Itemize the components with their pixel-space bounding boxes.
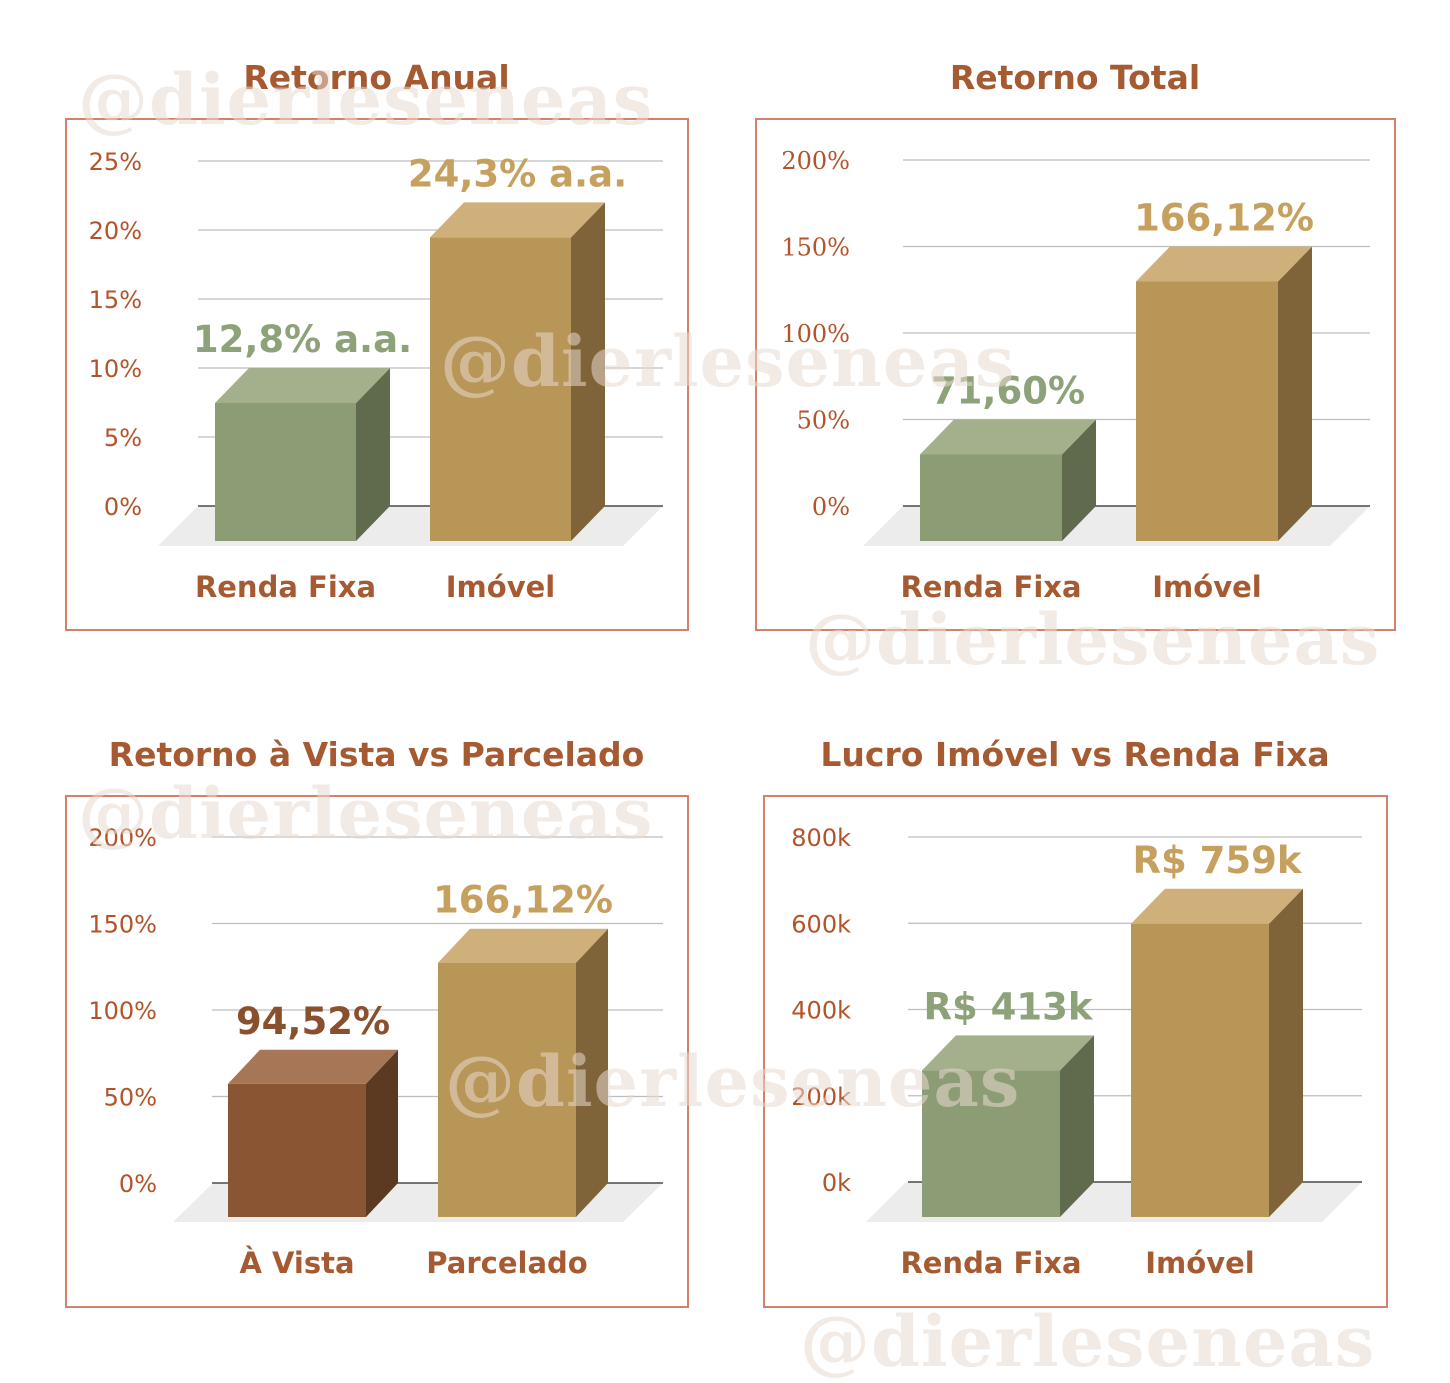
category-label: Imóvel xyxy=(1152,570,1261,604)
bar-top xyxy=(228,1049,398,1084)
category-label: Renda Fixa xyxy=(900,1246,1081,1280)
data-label: 94,52% xyxy=(236,1000,390,1043)
bar xyxy=(920,454,1062,541)
category-label: Renda Fixa xyxy=(195,570,376,604)
chart-title-retorno-total: Retorno Total xyxy=(949,58,1201,97)
y-tick-label: 200% xyxy=(781,147,850,175)
data-label: 166,12% xyxy=(433,879,613,922)
y-tick-label: 0% xyxy=(119,1170,157,1198)
y-tick-label: 10% xyxy=(89,355,142,383)
data-label: 166,12% xyxy=(1134,197,1314,240)
y-tick-label: 25% xyxy=(89,148,142,176)
bar-top xyxy=(215,368,390,403)
bar xyxy=(1136,281,1278,541)
bar-side xyxy=(576,928,608,1217)
bar-side xyxy=(1269,888,1303,1217)
y-tick-label: 200% xyxy=(88,824,157,852)
bar-top xyxy=(1131,888,1303,924)
bar xyxy=(228,1083,366,1217)
y-tick-label: 150% xyxy=(781,234,850,262)
bar-top xyxy=(920,419,1096,455)
y-tick-label: 20% xyxy=(89,217,142,245)
category-label: Renda Fixa xyxy=(900,570,1081,604)
bar-side xyxy=(1278,246,1312,541)
bar xyxy=(438,962,576,1217)
data-label: 24,3% a.a. xyxy=(408,152,627,195)
category-label: À Vista xyxy=(239,1246,354,1280)
y-tick-label: 50% xyxy=(104,1084,157,1112)
data-label: 71,60% xyxy=(931,370,1085,413)
category-label: Imóvel xyxy=(1145,1246,1254,1280)
bar-side xyxy=(571,202,605,541)
y-tick-label: 0% xyxy=(104,493,142,521)
bar-side xyxy=(1062,419,1096,541)
y-tick-label: 100% xyxy=(781,320,850,348)
y-tick-label: 50% xyxy=(797,407,850,435)
y-tick-label: 0k xyxy=(822,1169,851,1197)
bar xyxy=(215,403,356,541)
y-tick-label: 600k xyxy=(791,910,851,938)
bar xyxy=(1131,923,1269,1217)
bar-top xyxy=(1136,246,1312,282)
y-tick-label: 800k xyxy=(791,824,851,852)
data-label: 12,8% a.a. xyxy=(193,318,412,361)
chart-frame-vista-parcelado xyxy=(65,795,689,1308)
chart-title-lucro: Lucro Imóvel vs Renda Fixa xyxy=(820,735,1330,774)
bar-side xyxy=(356,368,390,541)
category-label: Parcelado xyxy=(426,1246,587,1280)
y-tick-label: 200k xyxy=(791,1083,851,1111)
y-tick-label: 5% xyxy=(104,424,142,452)
y-tick-label: 400k xyxy=(791,997,851,1025)
chart-title-retorno-anual: Retorno Anual xyxy=(243,58,510,97)
chart-frame-retorno-total xyxy=(755,118,1396,631)
data-label: R$ 413k xyxy=(924,985,1094,1028)
chart-frame-lucro xyxy=(763,795,1388,1308)
bar-top xyxy=(430,202,605,238)
y-tick-label: 100% xyxy=(88,997,157,1025)
y-tick-label: 150% xyxy=(88,911,157,939)
y-tick-label: 15% xyxy=(89,286,142,314)
y-tick-label: 0% xyxy=(812,493,850,521)
chart-frame-retorno-anual xyxy=(65,118,689,631)
bar-side xyxy=(1060,1035,1094,1217)
bar-top xyxy=(922,1035,1094,1071)
bar-top xyxy=(438,928,608,963)
bar xyxy=(430,237,571,541)
bar-side xyxy=(366,1049,398,1217)
bar xyxy=(922,1070,1060,1217)
chart-title-vista-parcelado: Retorno à Vista vs Parcelado xyxy=(108,735,645,774)
data-label: R$ 759k xyxy=(1133,839,1303,882)
category-label: Imóvel xyxy=(446,570,555,604)
